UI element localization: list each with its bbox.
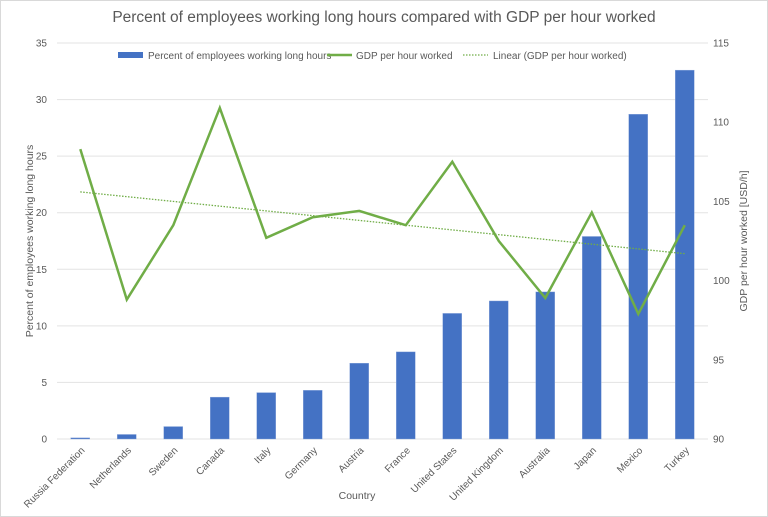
category-label: Netherlands [88,445,134,491]
left-tick-label: 35 [36,39,48,50]
right-axis-ticks: 90 95 100 105 110 115 [713,39,730,446]
bar [535,291,555,440]
category-label: Canada [194,445,227,478]
category-label: Austria [337,445,367,475]
category-label: Mexico [615,445,645,475]
left-tick-label: 10 [36,321,48,332]
right-tick-label: 105 [713,197,730,208]
bar-series [70,69,695,440]
chart-title: Percent of employees working long hours … [112,9,656,26]
bar [582,236,602,440]
bar [163,426,183,440]
legend-label-line: GDP per hour worked [356,51,453,62]
category-label: Germany [283,445,320,482]
category-label: Australia [517,445,553,481]
category-label: Italy [253,445,274,466]
right-tick-label: 95 [713,355,725,366]
line-series [79,104,686,317]
legend: Percent of employees working long hours … [118,51,627,62]
left-axis-title: Percent of employees working long hours [24,145,36,338]
legend-label-bars: Percent of employees working long hours [148,51,331,62]
left-tick-label: 0 [41,435,47,446]
category-label: Russia Federation [22,445,87,510]
left-axis-ticks: 0 5 10 15 20 25 30 35 [36,39,48,446]
gridlines [57,42,708,440]
trendline-series [80,191,685,255]
right-tick-label: 90 [713,435,725,446]
category-label: Sweden [147,445,180,478]
bar [489,300,509,440]
right-axis-title: GDP per hour worked [USD/h] [738,170,750,311]
bar [396,351,416,440]
legend-swatch-bars [118,52,143,58]
category-label: Turkey [663,445,692,474]
left-tick-label: 20 [36,208,48,219]
bar [210,396,230,440]
bar [349,362,369,440]
legend-label-trend: Linear (GDP per hour worked) [493,51,627,62]
bar [442,313,462,440]
x-axis-title: Country [339,490,377,502]
left-tick-label: 5 [41,378,47,389]
left-tick-label: 25 [36,152,48,163]
left-tick-label: 30 [36,95,48,106]
bar [303,390,323,440]
right-tick-label: 115 [713,39,729,50]
left-tick-label: 15 [36,265,48,276]
category-label: France [383,445,413,475]
category-label: Japan [572,445,599,472]
bar [117,434,137,440]
bar [256,392,276,440]
bar [70,437,90,440]
right-tick-label: 110 [713,118,729,129]
right-tick-label: 100 [713,276,730,287]
bar [675,69,695,440]
trendline [80,191,685,255]
gdp-line [79,104,686,317]
bar [628,114,648,440]
category-label: United States [409,445,459,495]
